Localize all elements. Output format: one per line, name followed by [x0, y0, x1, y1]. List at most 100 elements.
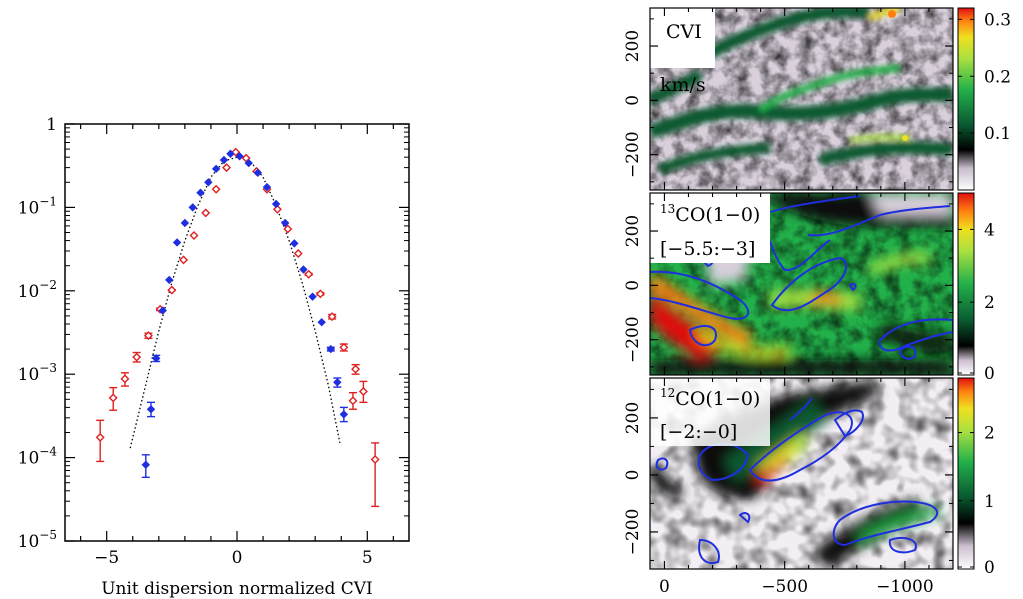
data-point: [146, 405, 156, 414]
co12-label-box: [650, 378, 770, 446]
data-point: [358, 387, 368, 397]
data-point: [253, 168, 263, 177]
co12-colorbar: [957, 377, 975, 570]
data-point: [348, 396, 358, 406]
colorbar-tick-label: 1: [984, 492, 995, 512]
data-point: [201, 208, 211, 218]
left-y-tick-label: 10−1: [18, 194, 57, 218]
data-point: [339, 410, 349, 419]
data-point: [339, 342, 349, 352]
cvi-unit-label: km/s: [660, 74, 706, 96]
data-point: [95, 432, 105, 442]
co12-label-main: CO(1−0): [675, 388, 760, 410]
map-y-tick-label: −200: [623, 131, 643, 178]
data-point: [262, 182, 272, 192]
data-point: [180, 218, 190, 228]
data-point: [299, 265, 308, 274]
data-point: [370, 454, 380, 464]
gaussian-fit-path: [129, 156, 341, 449]
data-point: [308, 292, 317, 301]
data-point: [226, 149, 235, 158]
co12-map-frame: [649, 377, 954, 570]
data-point: [290, 239, 299, 248]
co13-colorbar: [957, 192, 975, 376]
data-point: [333, 378, 342, 387]
co12-map-panel: 12CO(1−0) [−2:−0]: [649, 377, 954, 570]
left-x-axis-label: Unit dispersion normalized CVI: [101, 579, 373, 599]
co13-contours: [650, 195, 953, 360]
data-point: [283, 224, 293, 234]
colorbar-tick-label: 0: [984, 558, 995, 578]
colorbar-tick-label: 0.3: [984, 10, 1011, 30]
map-y-tick-label: 0: [623, 95, 643, 106]
cvi-filament-1: [650, 87, 953, 139]
left-plot-ticks: 1 10−1 10−2 10−3 10−4 10−5 −5 0 5: [18, 115, 409, 568]
data-point: [204, 178, 213, 187]
data-point: [167, 285, 177, 295]
left-y-tick-label: 10−4: [18, 445, 58, 469]
co12-label-superscript: 12: [660, 386, 675, 400]
map-x-tick-label: 0: [659, 577, 670, 597]
data-point: [196, 188, 205, 197]
co13-map-panel: 13CO(1−0) [−5.5:−3]: [649, 192, 954, 376]
data-point: [271, 199, 281, 209]
co13-label-superscript: 13: [660, 202, 675, 216]
data-point: [317, 318, 326, 327]
data-point: [179, 255, 189, 265]
left-y-tick-label: 10−2: [18, 278, 57, 302]
data-point: [304, 269, 314, 279]
cvi-filament-5: [657, 143, 771, 175]
left-plot-frame: [64, 123, 410, 542]
map-x-tick-label: −1000: [876, 577, 934, 597]
data-point: [293, 249, 303, 258]
co13-map-frame: [649, 192, 954, 376]
map-y-tick-label: 0: [623, 280, 643, 291]
co13-range-label: [−5.5:−3]: [660, 238, 755, 260]
data-point: [165, 275, 174, 285]
data-point: [152, 354, 161, 363]
data-point: [143, 331, 153, 341]
data-point: [222, 163, 232, 173]
data-point: [235, 152, 244, 161]
left-y-tick-label: 10−3: [18, 361, 57, 385]
cvi-colorbar: [957, 7, 975, 191]
left-x-tick-label: 0: [232, 548, 243, 568]
left-y-tick-label: 1: [46, 115, 57, 135]
data-point: [327, 312, 337, 322]
data-point: [120, 374, 130, 384]
data-point: [211, 164, 221, 174]
map-y-tick-label: 200: [623, 30, 643, 62]
colorbar-tick-label: 0.2: [984, 67, 1011, 87]
left-y-tick-label: 10−5: [18, 528, 57, 552]
co12-contours: [655, 397, 939, 564]
map-y-tick-label: −200: [623, 316, 643, 363]
map-axis-ticks: 200 0 −200 0.3 0.2 0.1 200 0 −200 4 2 0 200 0 −200 2 1 0 0…: [623, 8, 1011, 597]
map-y-tick-label: 200: [623, 215, 643, 247]
co12-label: 12CO(1−0): [660, 386, 760, 410]
co13-label-main: CO(1−0): [675, 204, 760, 226]
co12-range-label: [−2:−0]: [660, 421, 737, 443]
cvi-distribution-plot: 1 10−1 10−2 10−3 10−4 10−5 −5 0 5 Unit dispersio…: [18, 115, 410, 599]
data-point: [132, 352, 142, 362]
co13-label: 13CO(1−0): [660, 202, 760, 226]
left-x-tick-label: −5: [94, 548, 119, 568]
cvi-map-frame: [649, 7, 954, 191]
map-y-tick-label: −200: [623, 509, 643, 556]
colorbar-tick-label: 2: [984, 293, 995, 313]
cvi-label-box: [650, 8, 715, 68]
left-plot-series: [95, 147, 380, 508]
data-point: [281, 218, 290, 228]
molecular-maps: CVI km/s: [623, 7, 1011, 597]
data-point: [172, 238, 182, 247]
data-point: [108, 393, 118, 403]
cvi-filament-3: [818, 141, 953, 166]
data-point: [326, 344, 336, 354]
data-point: [219, 155, 229, 165]
co13-label-box: [650, 193, 770, 263]
map-y-tick-label: 0: [623, 470, 643, 481]
colorbar-tick-label: 0: [984, 364, 995, 384]
map-x-tick-label: −500: [761, 577, 808, 597]
cvi-filament-4: [757, 64, 901, 113]
data-point: [188, 203, 197, 212]
